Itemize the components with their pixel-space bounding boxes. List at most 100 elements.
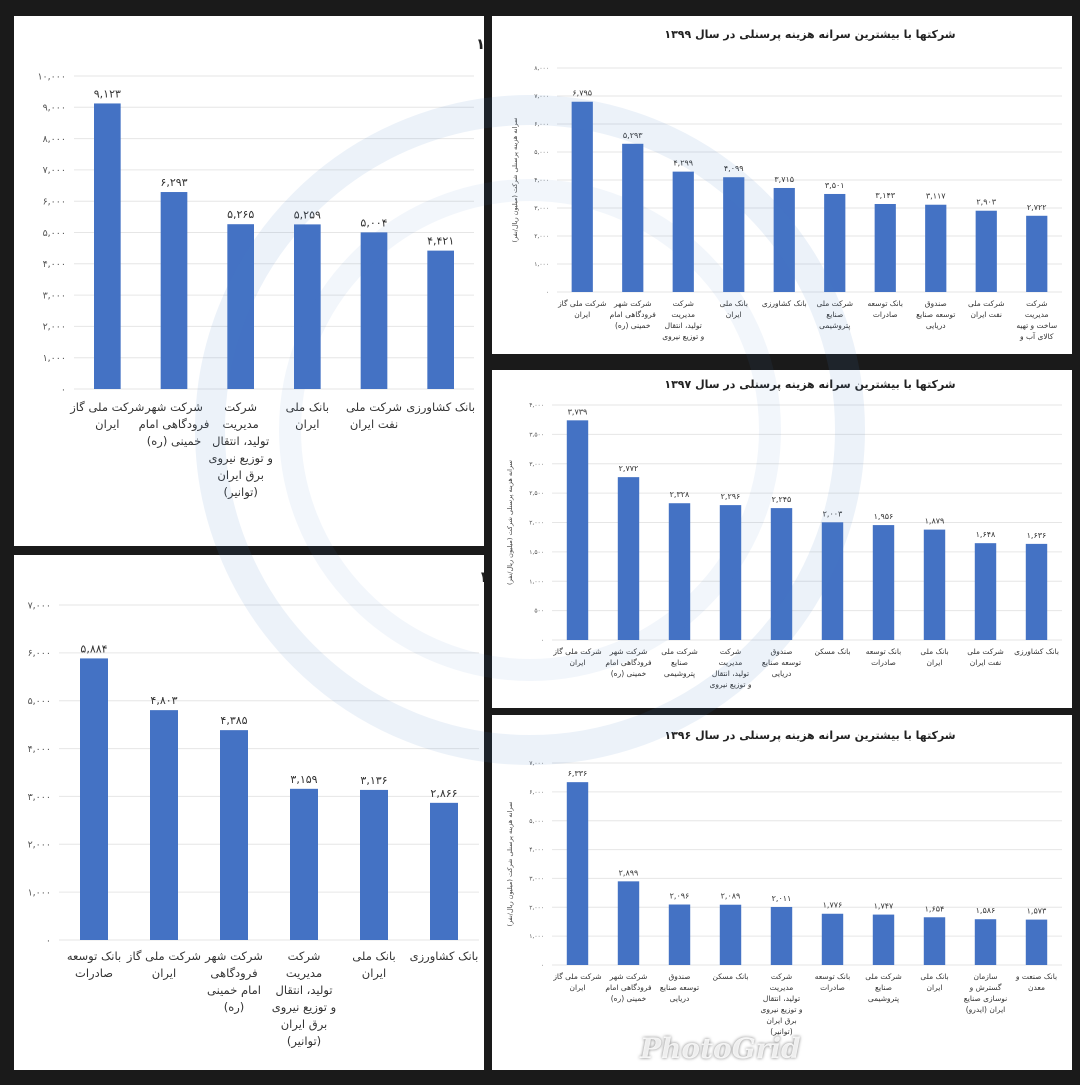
data-label: ۲,۰۹۶	[670, 892, 690, 901]
data-label: ۱,۵۸۶	[976, 906, 996, 915]
category-label: ایران	[570, 983, 586, 992]
bar	[227, 224, 254, 389]
bar	[571, 101, 593, 293]
category-label: و توزیع نیروی	[662, 332, 704, 341]
data-label: ۵,۲۶۵	[227, 208, 254, 221]
bar	[821, 522, 844, 640]
category-label: شرکت ملی	[865, 972, 902, 981]
data-label: ۱,۶۳۶	[1027, 531, 1047, 540]
category-label: مدیریت	[719, 658, 743, 667]
chart-title: شرکتها با بیشترین سرانه هزینه پرسنلی در …	[664, 729, 955, 742]
y-tick-label: ۷,۰۰۰	[529, 760, 544, 767]
y-tick-label: ۱۰,۰۰۰	[37, 71, 66, 82]
y-tick-label: ۰	[61, 384, 66, 395]
y-tick-label: ۳,۵۰۰	[529, 431, 544, 438]
category-label: دریایی	[670, 994, 690, 1003]
bar	[668, 904, 691, 965]
y-tick-label: ۴,۰۰۰	[529, 847, 544, 854]
category-label: فرودگاهی امام	[139, 417, 210, 432]
category-label: شرکت ملی	[346, 400, 402, 415]
chart-svg: شرکتها با بیشترین سرانه هزینه پرسنلی در …	[506, 729, 1062, 1036]
category-label: نفت ایران	[970, 310, 1002, 319]
category-label: خمینی (ره)	[611, 994, 647, 1003]
y-tick-label: ۰	[46, 935, 51, 946]
category-label: پتروشیمی	[664, 669, 695, 678]
chart-svg: شرکتها با بیشترین سرانه هزینه پرسنلی در …	[506, 378, 1062, 689]
category-label: (توانیر)	[287, 1034, 321, 1049]
y-tick-label: ۵۰۰	[534, 608, 544, 615]
category-label: بانک توسعه	[815, 972, 850, 981]
category-label: مدیریت	[770, 983, 794, 992]
bar	[360, 232, 388, 389]
category-label: بانک توسعه	[67, 949, 121, 964]
category-label: ایران	[362, 966, 386, 981]
data-label: ۲,۷۲۲	[1027, 203, 1047, 212]
chart-panel-1396: شرکتها با بیشترین سرانه هزینه پرسنلی در …	[492, 715, 1072, 1070]
y-tick-label: ۲,۰۰۰	[529, 520, 544, 527]
category-label: بانک کشاورزی	[410, 949, 479, 964]
bar	[824, 193, 846, 292]
data-label: ۶,۲۹۳	[160, 176, 187, 189]
category-label: شرکت ملی	[967, 647, 1004, 656]
data-label: ۱,۶۴۸	[976, 530, 996, 539]
bar	[617, 477, 640, 640]
category-label: ایران	[726, 310, 742, 319]
category-label: تولید، انتقال	[275, 983, 332, 998]
category-label: شرکت شهر	[144, 400, 203, 415]
category-label: مدیریت	[223, 417, 259, 432]
data-label: ۱,۶۵۴	[925, 904, 945, 913]
bar	[923, 917, 946, 965]
bar	[773, 187, 795, 292]
category-label: شرکت	[224, 400, 257, 415]
data-label: ۶,۳۳۶	[568, 769, 588, 778]
y-tick-label: ۵,۰۰۰	[534, 149, 549, 156]
category-label: دریایی	[772, 669, 792, 678]
chart-svg: بیشترین سرانه هزینه پرسنلی در سال ۱۳۹۸ ۰ ۱…	[28, 568, 484, 1049]
category-label: تولید، انتقال	[665, 321, 702, 330]
category-label: صنایع	[671, 658, 688, 667]
category-label: فرودگاهی امام	[605, 658, 652, 667]
y-tick-label: ۸,۰۰۰	[43, 134, 66, 145]
y-tick-label: ۱,۰۰۰	[529, 933, 544, 940]
y-tick-label: ۲,۰۰۰	[43, 322, 66, 333]
chart-panel-1400: بیشترین سرانه هزینه پرسنلی در سال ۱۴۰۰ ۰ ۱…	[14, 16, 484, 546]
y-tick-label: ۷,۰۰۰	[28, 600, 51, 611]
bar	[770, 906, 793, 965]
category-label: شرکت شهر	[204, 949, 263, 964]
category-label: بانک ملی	[352, 949, 395, 963]
category-label: بانک توسعه	[868, 299, 903, 308]
data-label: ۳,۱۴۳	[875, 191, 895, 200]
category-label: بانک کشاورزی	[762, 299, 807, 308]
data-label: ۲,۲۴۵	[772, 495, 792, 504]
category-label: شرکت ملی گاز	[552, 972, 601, 981]
y-tick-label: ۳,۰۰۰	[529, 876, 544, 883]
data-label: ۲,۲۹۶	[721, 492, 741, 501]
data-label: ۳,۱۳۶	[360, 774, 387, 787]
chart-title: بیشترین سرانه هزینه پرسنلی در سال ۱۴۰۰	[476, 35, 484, 54]
category-label: ایران (ایدرو)	[966, 1005, 1006, 1014]
data-label: ۵,۸۸۴	[80, 642, 107, 655]
bar	[974, 543, 997, 640]
data-label: ۵,۲۹۳	[623, 131, 643, 140]
data-label: ۱,۵۷۳	[1027, 907, 1047, 916]
y-tick-label: ۶,۰۰۰	[28, 648, 51, 659]
category-label: شرکت ملی	[661, 647, 698, 656]
category-label: نوسازی صنایع	[964, 994, 1007, 1003]
category-label: ایران	[95, 417, 119, 432]
y-tick-label: ۶,۰۰۰	[43, 197, 66, 208]
y-tick-label: ۱,۰۰۰	[534, 261, 549, 268]
bar	[872, 525, 895, 640]
y-tick-label: ۳,۰۰۰	[534, 205, 549, 212]
category-label: بانک ملی	[286, 400, 329, 414]
category-label: ایران	[574, 310, 590, 319]
bar	[974, 919, 997, 965]
data-label: ۹,۱۲۳	[94, 87, 121, 100]
y-tick-label: ۷,۰۰۰	[534, 93, 549, 100]
category-label: شرکت شهر	[613, 299, 652, 308]
category-label: شرکت	[720, 647, 741, 656]
category-label: بانک کشاورزی	[1014, 647, 1059, 656]
chart-panel-1399: شرکتها با بیشترین سرانه هزینه پرسنلی در …	[492, 16, 1072, 354]
chart-title: بیشترین سرانه هزینه پرسنلی در سال ۱۳۹۸	[479, 568, 484, 587]
chart-title: شرکتها با بیشترین سرانه هزینه پرسنلی در …	[664, 28, 955, 41]
category-label: شرکت ملی گاز	[69, 400, 144, 415]
